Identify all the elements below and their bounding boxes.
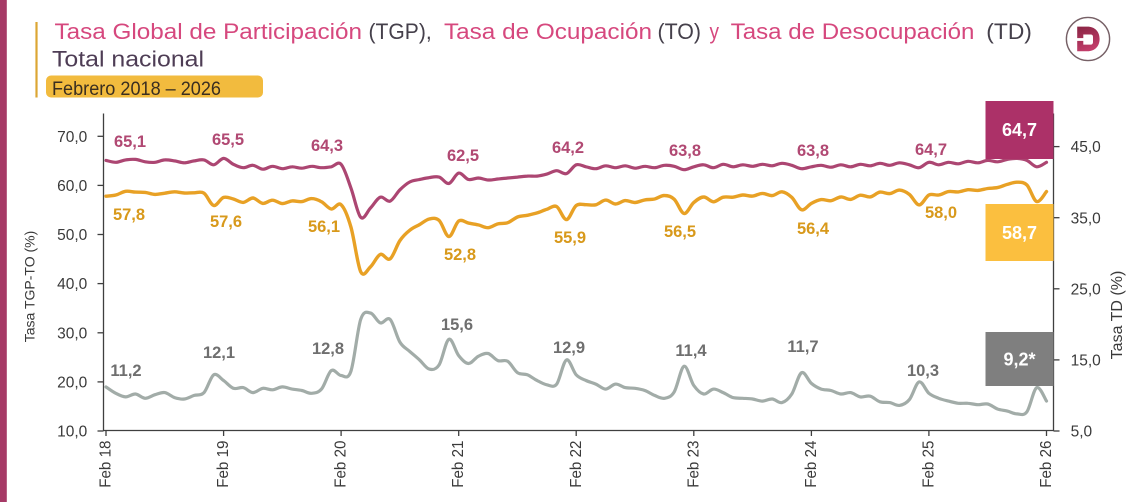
svg-text:15,6: 15,6 bbox=[441, 316, 473, 334]
svg-text:20,0: 20,0 bbox=[57, 375, 88, 392]
svg-text:12,8: 12,8 bbox=[312, 340, 344, 358]
svg-text:Feb 23: Feb 23 bbox=[685, 441, 702, 488]
svg-text:Feb 26: Feb 26 bbox=[1038, 441, 1055, 488]
svg-text:10,3: 10,3 bbox=[907, 362, 939, 380]
svg-text:55,9: 55,9 bbox=[554, 229, 586, 247]
svg-text:y: y bbox=[710, 19, 720, 44]
svg-text:Feb 22: Feb 22 bbox=[568, 441, 585, 488]
svg-text:57,8: 57,8 bbox=[113, 206, 145, 224]
svg-text:Febrero 2018 – 2026: Febrero 2018 – 2026 bbox=[52, 78, 221, 100]
svg-text:12,1: 12,1 bbox=[203, 344, 235, 362]
svg-text:Feb 24: Feb 24 bbox=[803, 440, 820, 488]
svg-text:62,5: 62,5 bbox=[447, 147, 479, 165]
svg-text:Feb 21: Feb 21 bbox=[450, 441, 467, 488]
svg-text:11,4: 11,4 bbox=[675, 342, 707, 360]
svg-text:45,0: 45,0 bbox=[1071, 139, 1102, 156]
svg-text:70,0: 70,0 bbox=[57, 129, 88, 146]
svg-text:64,3: 64,3 bbox=[311, 137, 343, 155]
svg-text:56,4: 56,4 bbox=[797, 220, 830, 238]
svg-text:40,0: 40,0 bbox=[57, 276, 88, 293]
svg-text:60,0: 60,0 bbox=[57, 178, 88, 195]
svg-text:35,0: 35,0 bbox=[1071, 210, 1102, 227]
svg-text:Total nacional: Total nacional bbox=[52, 47, 204, 72]
svg-text:Tasa TD (%): Tasa TD (%) bbox=[1109, 271, 1126, 360]
svg-text:Feb 18: Feb 18 bbox=[98, 441, 115, 488]
svg-text:(TGP),: (TGP), bbox=[369, 19, 432, 44]
svg-text:56,5: 56,5 bbox=[664, 223, 696, 241]
svg-text:11,2: 11,2 bbox=[110, 362, 141, 380]
svg-text:65,5: 65,5 bbox=[212, 131, 244, 149]
svg-text:65,1: 65,1 bbox=[114, 133, 146, 151]
svg-text:11,7: 11,7 bbox=[787, 338, 818, 356]
svg-text:Feb 20: Feb 20 bbox=[333, 440, 350, 488]
svg-text:5,0: 5,0 bbox=[1071, 424, 1093, 441]
svg-text:64,7: 64,7 bbox=[915, 141, 947, 159]
svg-text:Feb 25: Feb 25 bbox=[920, 441, 937, 488]
svg-text:63,8: 63,8 bbox=[669, 142, 701, 160]
svg-text:50,0: 50,0 bbox=[57, 227, 88, 244]
svg-text:25,0: 25,0 bbox=[1071, 281, 1102, 298]
svg-text:Tasa de Ocupación: Tasa de Ocupación bbox=[444, 19, 652, 44]
svg-text:52,8: 52,8 bbox=[444, 246, 476, 264]
svg-text:63,8: 63,8 bbox=[797, 142, 829, 160]
svg-text:Feb 19: Feb 19 bbox=[215, 441, 232, 488]
svg-text:(TD): (TD) bbox=[986, 19, 1032, 44]
svg-text:30,0: 30,0 bbox=[57, 325, 88, 342]
svg-text:64,7: 64,7 bbox=[1002, 120, 1037, 140]
svg-text:57,6: 57,6 bbox=[210, 213, 242, 231]
svg-text:12,9: 12,9 bbox=[553, 339, 585, 357]
svg-text:58,0: 58,0 bbox=[925, 204, 957, 222]
svg-text:64,2: 64,2 bbox=[552, 139, 584, 157]
svg-text:Tasa Global de Participación: Tasa Global de Participación bbox=[55, 19, 363, 44]
svg-text:9,2*: 9,2* bbox=[1003, 349, 1035, 369]
svg-text:58,7: 58,7 bbox=[1002, 223, 1037, 243]
svg-text:56,1: 56,1 bbox=[308, 218, 340, 236]
svg-text:Tasa TGP-TO (%): Tasa TGP-TO (%) bbox=[22, 231, 38, 343]
svg-text:15,0: 15,0 bbox=[1071, 353, 1102, 370]
svg-text:10,0: 10,0 bbox=[57, 424, 88, 441]
svg-text:(TO): (TO) bbox=[658, 19, 702, 44]
svg-text:Tasa de Desocupación: Tasa de Desocupación bbox=[731, 19, 975, 44]
